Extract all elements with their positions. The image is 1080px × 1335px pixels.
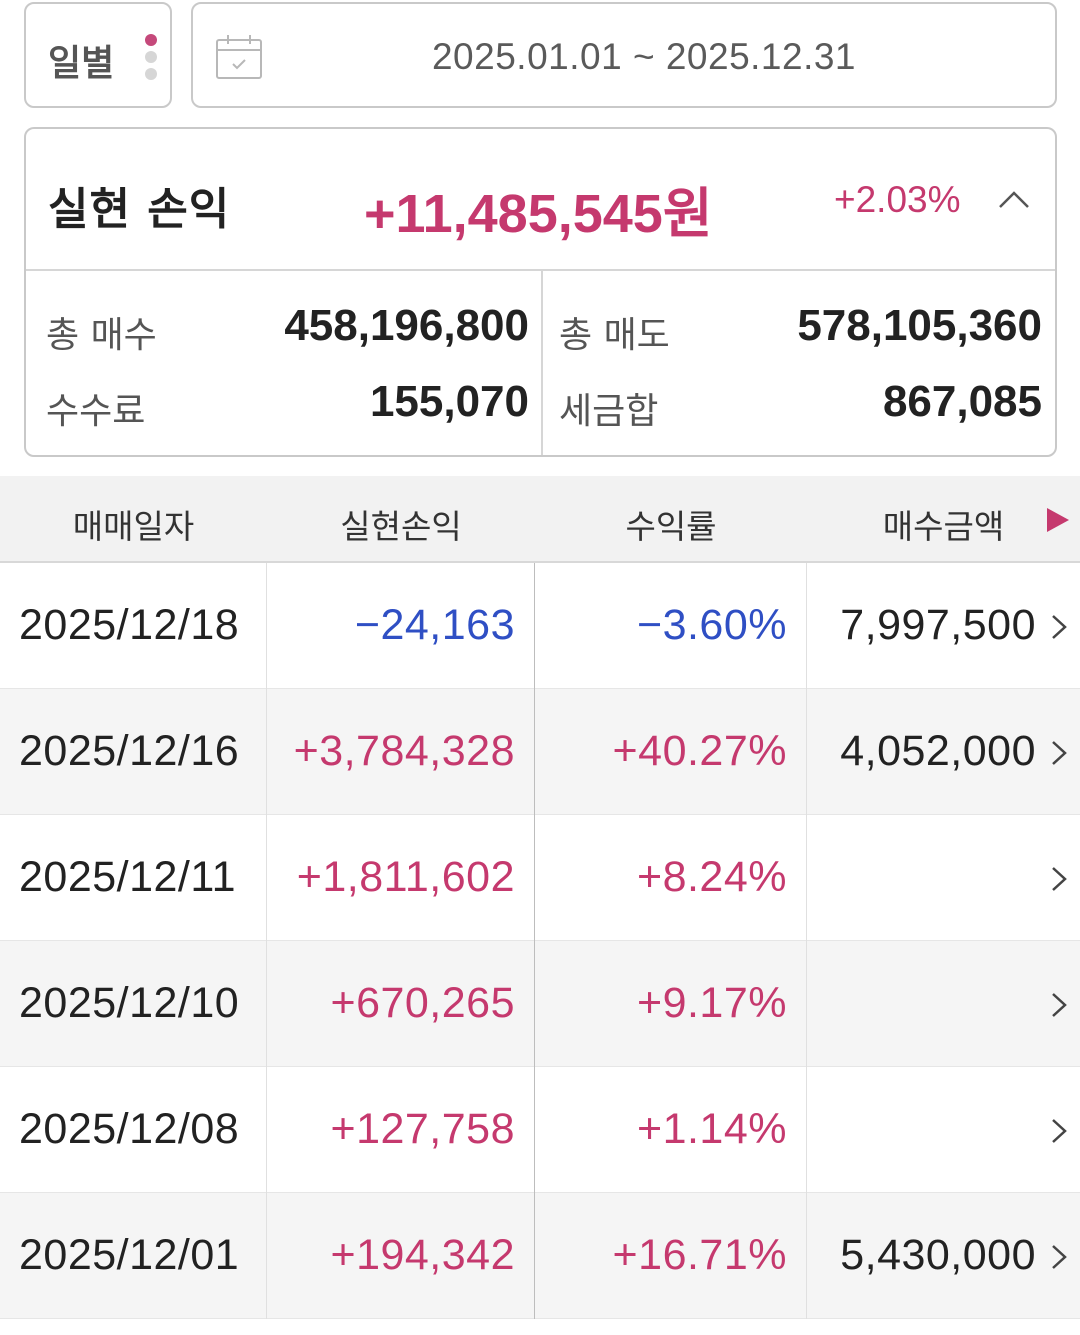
- period-label: 일별: [48, 43, 115, 84]
- trade-date: 2025/12/01: [19, 1231, 240, 1279]
- period-selector-button[interactable]: 일별: [24, 2, 172, 108]
- buy-amount: 5,430,000: [840, 1231, 1036, 1279]
- buy-cell: [807, 1067, 1080, 1193]
- return-rate: +40.27%: [612, 727, 787, 775]
- rate-cell: +40.27%: [535, 689, 807, 815]
- buy-amount: 7,997,500: [840, 601, 1036, 649]
- realized-pl: +670,265: [330, 979, 515, 1027]
- buy-cell: [807, 941, 1080, 1067]
- buy-cell: [807, 815, 1080, 941]
- date-cell: 2025/12/10: [0, 941, 267, 1067]
- realized-pl: −24,163: [354, 601, 515, 649]
- trade-date: 2025/12/10: [19, 979, 240, 1027]
- rate-cell: +9.17%: [535, 941, 807, 1067]
- realized-pl: +127,758: [330, 1105, 515, 1153]
- buy-cell: 7,997,500: [807, 563, 1080, 689]
- tax-value: 867,085: [882, 377, 1042, 426]
- header-trade-date: 매매일자: [72, 507, 195, 546]
- pl-cell: +3,784,328: [267, 689, 535, 815]
- buy-cell: 5,430,000: [807, 1193, 1080, 1319]
- table-row[interactable]: 2025/12/01 +194,342 +16.71% 5,430,000: [0, 1193, 1080, 1319]
- calendar-icon: [216, 35, 262, 79]
- date-cell: 2025/12/08: [0, 1067, 267, 1193]
- total-sell-label: 총 매도: [559, 315, 670, 356]
- return-rate: +1.14%: [636, 1105, 787, 1153]
- return-rate: +8.24%: [636, 853, 787, 901]
- buy-amount: 4,052,000: [840, 727, 1036, 775]
- date-cell: 2025/12/11: [0, 815, 267, 941]
- buy-cell: 4,052,000: [807, 689, 1080, 815]
- trade-list: 2025/12/18 −24,163 −3.60% 7,997,500 2025/12/…: [0, 563, 1080, 1319]
- chevron-up-icon[interactable]: [998, 189, 1030, 211]
- pl-cell: −24,163: [267, 563, 535, 689]
- table-row[interactable]: 2025/12/11 +1,811,602 +8.24%: [0, 815, 1080, 941]
- summary-divider: [541, 271, 543, 455]
- trade-date: 2025/12/11: [19, 853, 237, 901]
- chevron-right-icon[interactable]: [1050, 1117, 1068, 1145]
- fee-value: 155,070: [369, 377, 529, 426]
- rate-cell: +16.71%: [535, 1193, 807, 1319]
- total-buy-label: 총 매수: [46, 315, 157, 356]
- realized-pl-summary-card: 실현 손익 +11,485,545원 +2.03% 총 매수 458,196,8…: [24, 127, 1057, 457]
- pl-cell: +127,758: [267, 1067, 535, 1193]
- return-rate: +9.17%: [636, 979, 787, 1027]
- trade-date: 2025/12/08: [19, 1105, 240, 1153]
- tax-label: 세금합: [559, 391, 659, 432]
- summary-header[interactable]: 실현 손익 +11,485,545원 +2.03%: [26, 129, 1055, 271]
- realized-pl-amount: +11,485,545원: [364, 182, 713, 245]
- chevron-right-icon[interactable]: [1050, 865, 1068, 893]
- header-realized-pl: 실현손익: [340, 507, 462, 546]
- vertical-dots-icon: [145, 34, 157, 82]
- triangle-right-icon[interactable]: [1045, 506, 1071, 534]
- trade-date: 2025/12/16: [19, 727, 240, 775]
- table-row[interactable]: 2025/12/08 +127,758 +1.14%: [0, 1067, 1080, 1193]
- realized-pl-rate: +2.03%: [834, 179, 961, 220]
- table-row[interactable]: 2025/12/16 +3,784,328 +40.27% 4,052,000: [0, 689, 1080, 815]
- chevron-right-icon[interactable]: [1050, 739, 1068, 767]
- fee-label: 수수료: [46, 391, 146, 432]
- date-cell: 2025/12/01: [0, 1193, 267, 1319]
- realized-pl: +194,342: [330, 1231, 515, 1279]
- trade-date: 2025/12/18: [19, 601, 240, 649]
- realized-pl: +3,784,328: [293, 727, 515, 775]
- pl-cell: +670,265: [267, 941, 535, 1067]
- summary-title: 실현 손익: [48, 184, 231, 235]
- return-rate: +16.71%: [612, 1231, 787, 1279]
- pl-cell: +1,811,602: [267, 815, 535, 941]
- chevron-right-icon[interactable]: [1050, 613, 1068, 641]
- chevron-right-icon[interactable]: [1050, 1243, 1068, 1271]
- total-sell-value: 578,105,360: [797, 301, 1042, 350]
- table-row[interactable]: 2025/12/18 −24,163 −3.60% 7,997,500: [0, 563, 1080, 689]
- rate-cell: +8.24%: [535, 815, 807, 941]
- date-range-text: 2025.01.01 ~ 2025.12.31: [431, 36, 857, 77]
- table-header: 매매일자 실현손익 수익률 매수금액: [0, 476, 1080, 563]
- realized-pl: +1,811,602: [296, 853, 515, 901]
- chevron-right-icon[interactable]: [1050, 991, 1068, 1019]
- pl-cell: +194,342: [267, 1193, 535, 1319]
- date-range-button[interactable]: 2025.01.01 ~ 2025.12.31: [191, 2, 1057, 108]
- header-return-rate: 수익률: [625, 507, 717, 546]
- header-buy-amount: 매수금액: [882, 507, 1005, 546]
- date-cell: 2025/12/16: [0, 689, 267, 815]
- total-buy-value: 458,196,800: [284, 301, 529, 350]
- rate-cell: −3.60%: [535, 563, 807, 689]
- return-rate: −3.60%: [636, 601, 787, 649]
- rate-cell: +1.14%: [535, 1067, 807, 1193]
- table-row[interactable]: 2025/12/10 +670,265 +9.17%: [0, 941, 1080, 1067]
- date-cell: 2025/12/18: [0, 563, 267, 689]
